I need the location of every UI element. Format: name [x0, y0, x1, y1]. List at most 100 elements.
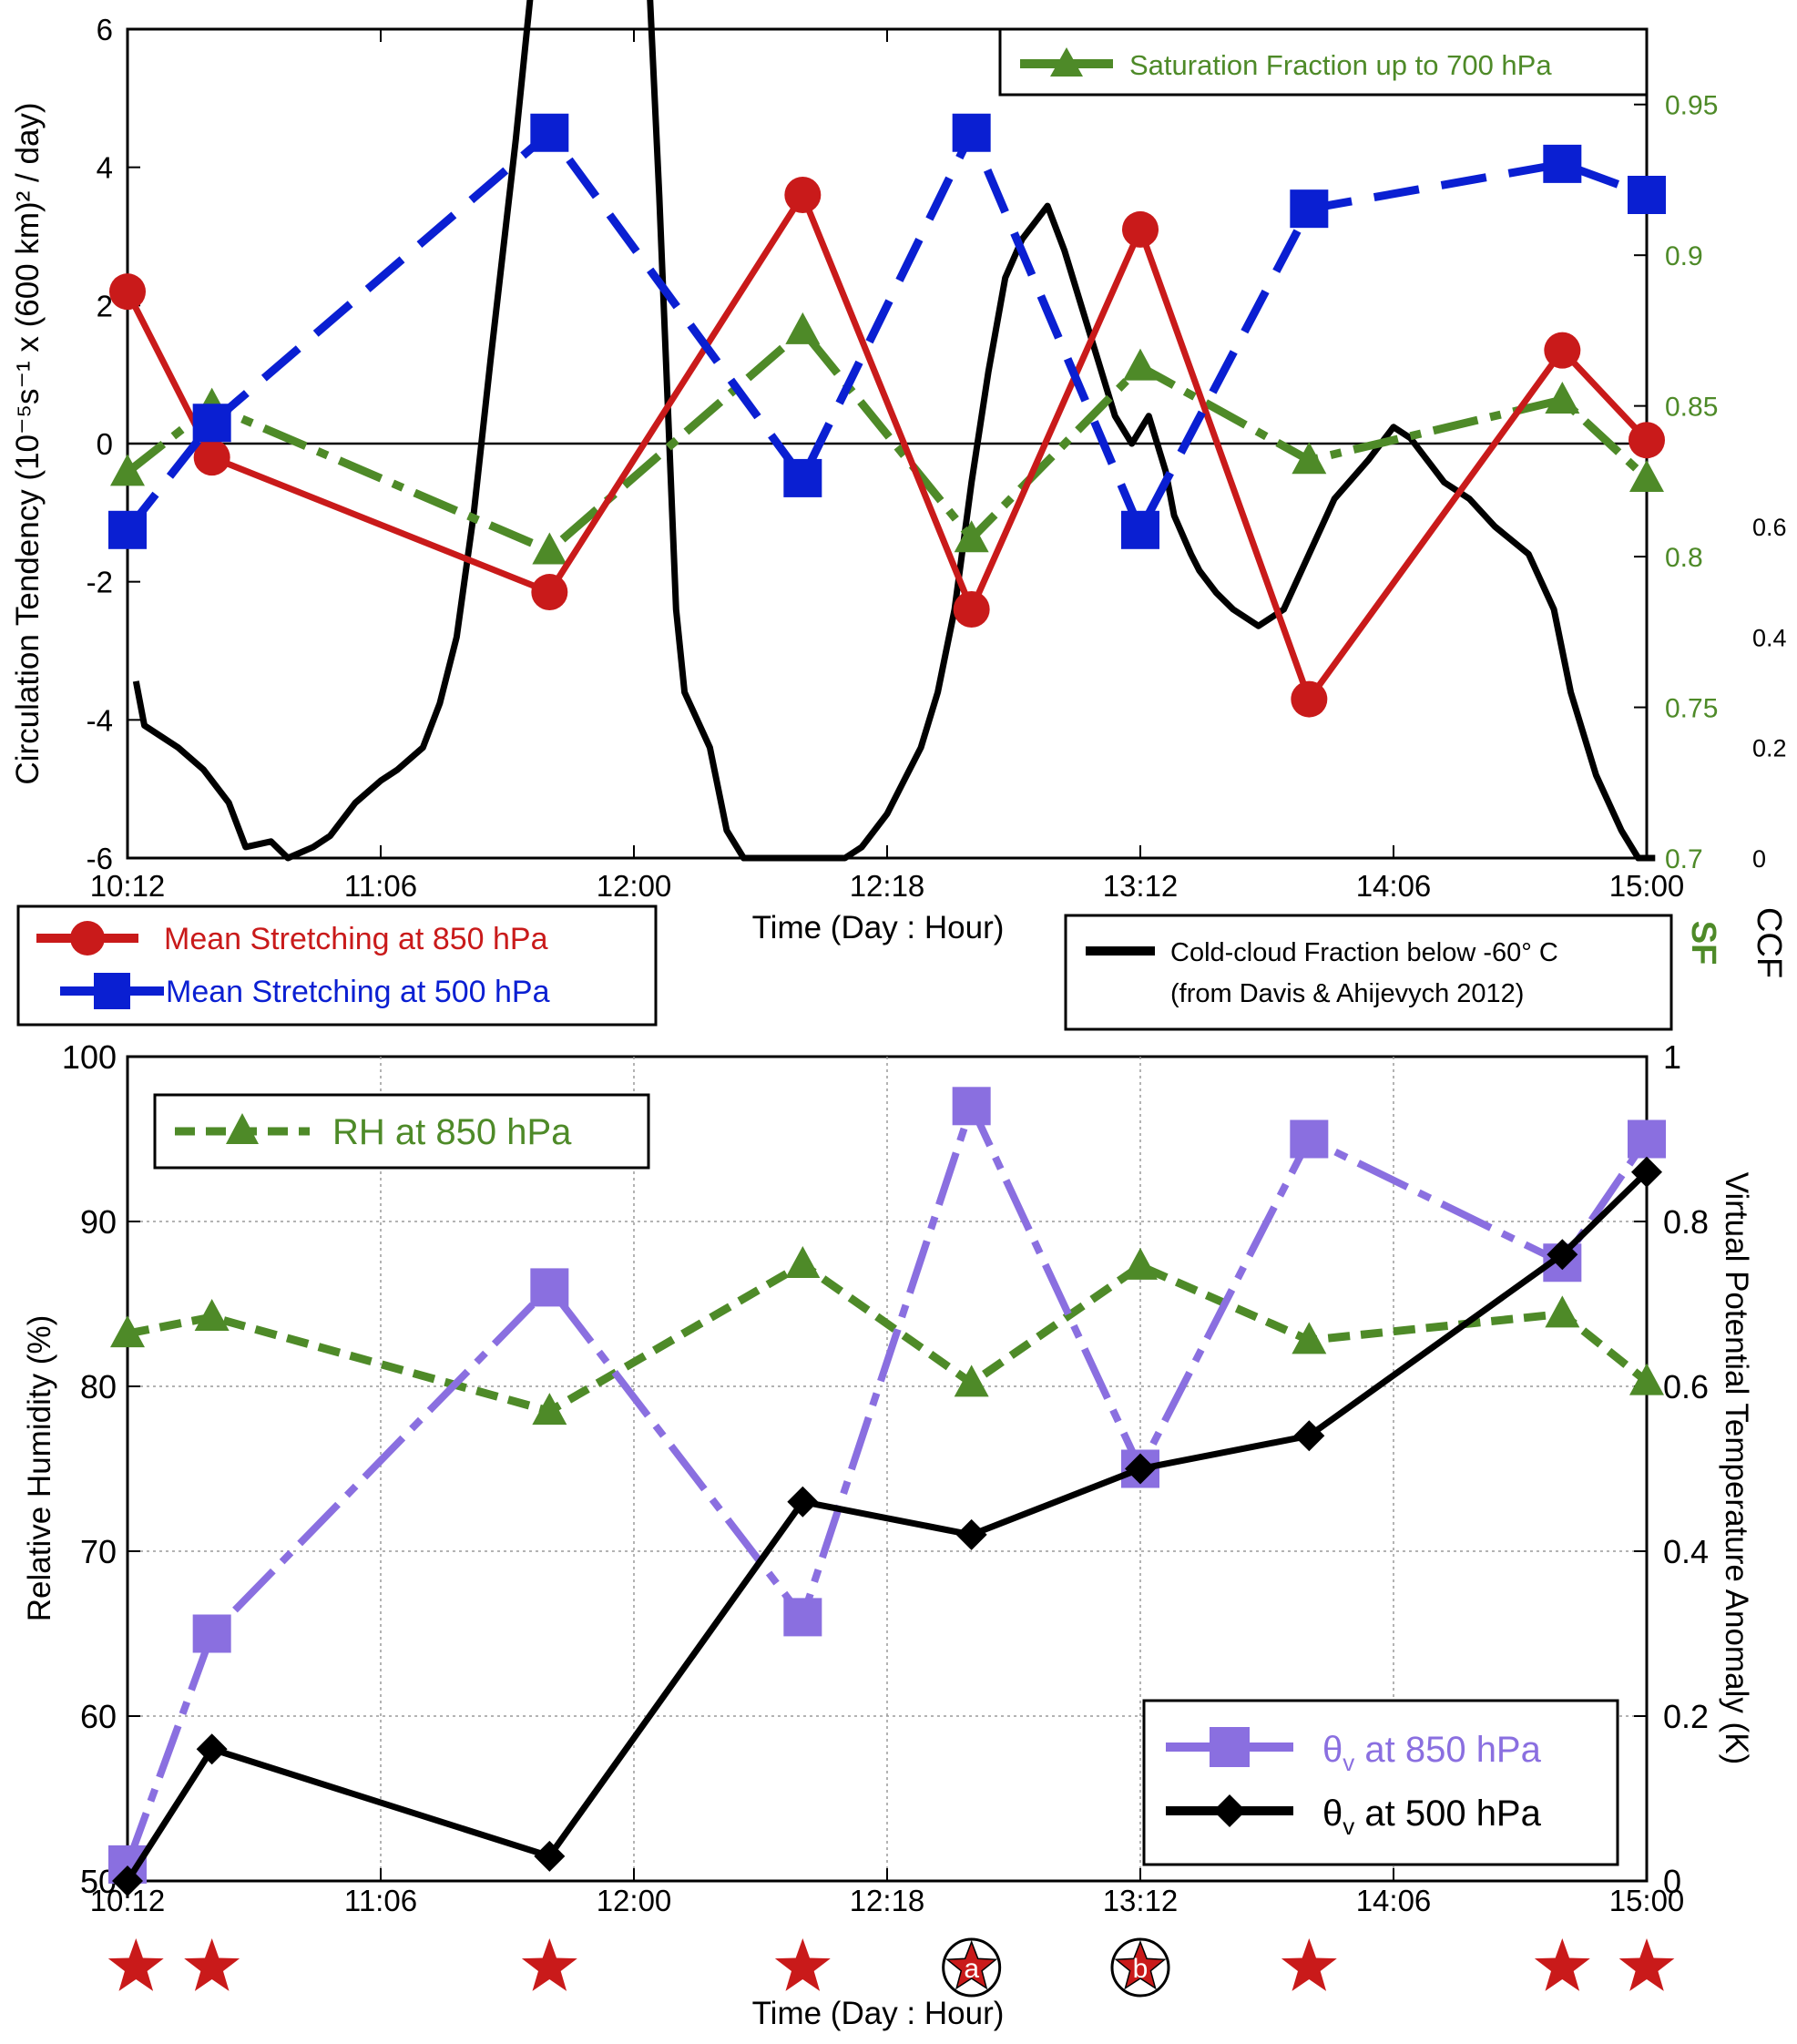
- star-marker-label-4: a: [964, 1954, 979, 1984]
- bottom-ylabel-left: Relative Humidity (%): [22, 1315, 57, 1621]
- series-1-point-3: [783, 1598, 822, 1637]
- bottom-right-y-ticks: 1 0.8 0.6 0.4 0.2 0: [1634, 1038, 1709, 1900]
- bottom-left-tick-label: 70: [80, 1533, 117, 1570]
- top-x-tick-label: 11:06: [344, 869, 417, 903]
- series-2-point-7: [1547, 1239, 1578, 1271]
- series-1-point-8: [1628, 1119, 1666, 1159]
- series-2-point-8: [1629, 460, 1664, 493]
- bottom-x-tick-label: 12:00: [597, 1884, 672, 1917]
- star-marker-0: [107, 1938, 164, 1991]
- series-2-point-6: [1293, 1420, 1325, 1452]
- series-2-point-3: [787, 1486, 819, 1518]
- top-x-tick-label: 15:00: [1609, 869, 1685, 903]
- series-0-point-6: [1292, 1322, 1327, 1354]
- star-marker-8: [1618, 1938, 1675, 1991]
- legend-rh: RH at 850 hPa: [153, 1093, 650, 1170]
- series-1-point-6: [1290, 189, 1329, 229]
- top-sf-tick-label: 0.9: [1665, 241, 1703, 271]
- series-2-point-2: [534, 1840, 566, 1872]
- series-2-point-0: [112, 1865, 143, 1896]
- top-left-tick-label: -4: [87, 703, 113, 737]
- bottom-left-tick-label: 90: [80, 1203, 117, 1241]
- top-left-tick-label: 6: [97, 13, 113, 46]
- top-x-tick-label: 12:00: [597, 869, 672, 903]
- series-2-point-2: [532, 532, 567, 565]
- series-2-point-4: [955, 1518, 987, 1550]
- series-0-point-8: [1629, 1363, 1664, 1395]
- bottom-x-tick-label: 15:00: [1609, 1884, 1685, 1917]
- bottom-ylabel-right: Virtual Potential Temperature Anomaly (K…: [1719, 1172, 1754, 1764]
- series-0-point-1: [194, 1298, 230, 1331]
- series-1-point-2: [530, 113, 569, 152]
- star-marker-6: [1281, 1938, 1337, 1991]
- star-marker-7: [1534, 1938, 1590, 1991]
- series-2-point-7: [1545, 382, 1580, 414]
- legend-theta500-swatch-marker: [1213, 1794, 1246, 1827]
- bottom-x-ticks: 10:12 11:06 12:00 12:18 13:12 14:06 15:00: [90, 1868, 1685, 1917]
- legend-s850-label: Mean Stretching at 850 hPa: [164, 922, 548, 956]
- top-left-tick-label: 0: [97, 427, 113, 461]
- top-chart-panel: 10:12 11:06 12:00 12:18 13:12 14:06 15:00 6 4 2 0…: [10, 0, 1788, 1031]
- bottom-right-tick-label: 0: [1663, 1863, 1681, 1900]
- series-1-point-4: [952, 113, 991, 152]
- star-marker-label-5: b: [1133, 1954, 1149, 1984]
- legend-stretching: Mean Stretching at 850 hPa Mean Stretchi…: [16, 904, 658, 1027]
- top-xlabel: Time (Day : Hour): [752, 910, 1005, 945]
- series-0-point-3: [785, 1246, 821, 1279]
- top-x-tick-label: 14:06: [1356, 869, 1432, 903]
- bottom-grid: [128, 1057, 1647, 1881]
- series-2-point-5: [1125, 1453, 1156, 1485]
- legend-ccf-box: [1064, 914, 1673, 1031]
- top-sf-y-ticks: 0.95 0.9 0.85 0.8 0.75 0.7: [1634, 91, 1718, 874]
- star-marker-4: [945, 1939, 998, 1990]
- top-left-tick-label: -6: [87, 842, 113, 875]
- top-x-tick-label: 12:18: [850, 869, 925, 903]
- top-ylabel-left: Circulation Tendency (10⁻⁵s⁻¹ x (600 km)…: [10, 102, 46, 784]
- series-2-point-0: [110, 454, 145, 486]
- bottom-right-tick-label: 0.4: [1663, 1533, 1709, 1570]
- legend-s500-swatch-marker: [94, 973, 130, 1009]
- series-0-point-0: [109, 273, 146, 311]
- legend-theta850-label: θv at 850 hPa: [1322, 1730, 1542, 1776]
- series-0-point-7: [1544, 332, 1581, 369]
- star-marker-3: [774, 1938, 831, 1991]
- series-0-point-2: [532, 1393, 567, 1426]
- top-left-tick-label: 2: [97, 289, 113, 322]
- bottom-x-tick-label: 12:18: [850, 1884, 925, 1917]
- top-sf-tick-label: 0.95: [1665, 91, 1718, 121]
- series-2-point-5: [1123, 348, 1158, 381]
- top-ccf-tick-label: 0.2: [1752, 735, 1787, 762]
- series-0-point-0: [110, 1315, 145, 1348]
- series-1-point-2: [530, 1268, 569, 1307]
- series-1-point-7: [1543, 144, 1582, 183]
- top-sf-tick-label: 0.75: [1665, 694, 1718, 724]
- legend-rh-swatch-marker: [226, 1113, 259, 1144]
- series-0-point-4: [954, 1364, 989, 1397]
- series-2-point-3: [785, 312, 821, 344]
- series-0-point-3: [784, 177, 822, 213]
- legend-ccf: Cold-cloud Fraction below -60° C (from D…: [1064, 914, 1673, 1031]
- legend-ccf-label-2: (from Davis & Ahijevych 2012): [1170, 979, 1524, 1008]
- top-ylabel-ccf: CCF: [1750, 907, 1788, 978]
- bottom-right-tick-label: 0.2: [1663, 1698, 1709, 1735]
- bottom-right-tick-label: 0.6: [1663, 1368, 1709, 1405]
- top-left-tick-label: -2: [87, 566, 113, 599]
- top-sf-tick-label: 0.85: [1665, 393, 1718, 423]
- series-2-point-4: [954, 520, 989, 553]
- legend-sf-label: Saturation Fraction up to 700 hPa: [1129, 49, 1552, 81]
- series-0-point-7: [1545, 1295, 1580, 1328]
- legend-theta: θv at 850 hPa θv at 500 hPa: [1142, 1699, 1619, 1866]
- bottom-right-tick-label: 0.8: [1663, 1203, 1709, 1241]
- star-marker-2: [521, 1938, 577, 1991]
- top-left-y-ticks: 6 4 2 0 -2 -4 -6: [87, 13, 140, 875]
- series-1-point-1: [192, 404, 231, 443]
- series-2-point-1: [196, 1733, 228, 1765]
- legend-theta500-label: θv at 500 hPa: [1322, 1794, 1542, 1840]
- bottom-left-tick-label: 60: [80, 1698, 117, 1735]
- legend-rh-label: RH at 850 hPa: [332, 1112, 572, 1152]
- top-x-tick-label: 13:12: [1103, 869, 1179, 903]
- series-1-point-1: [192, 1614, 231, 1653]
- bottom-left-tick-label: 100: [62, 1038, 117, 1076]
